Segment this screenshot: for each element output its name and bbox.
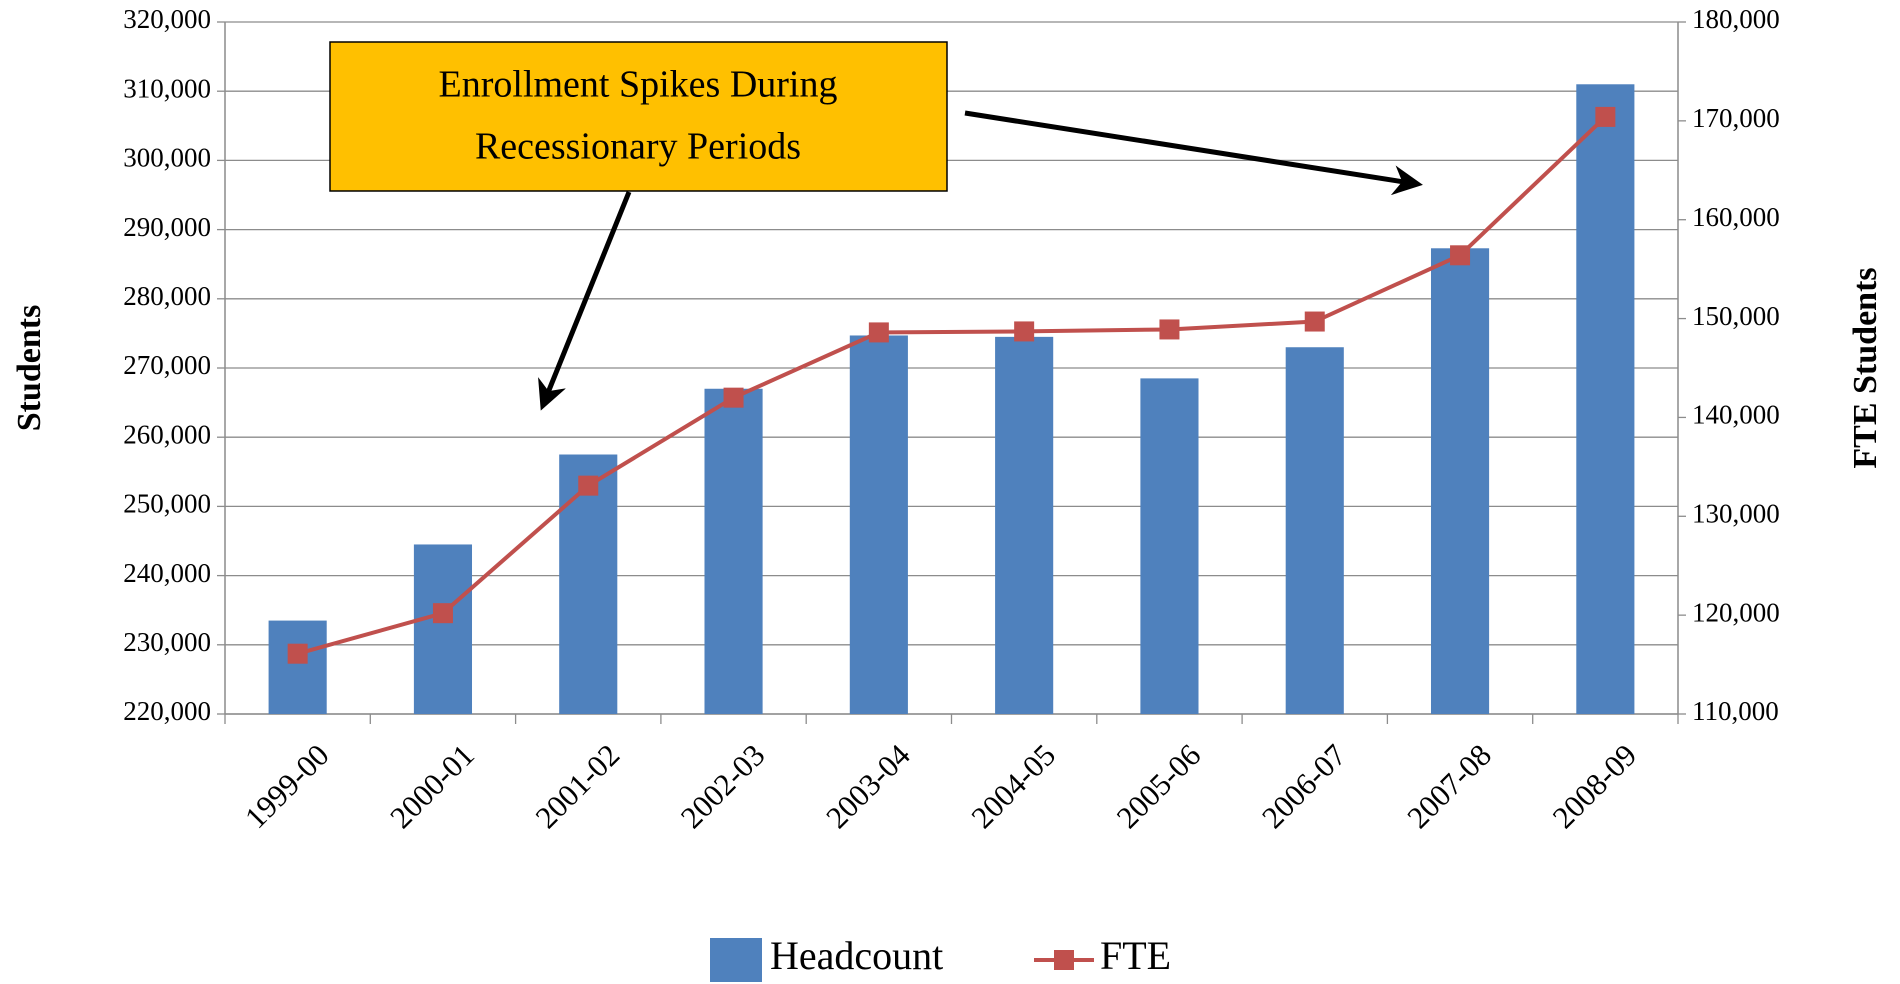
legend-swatch [710, 938, 762, 982]
marker [868, 322, 889, 343]
y2-tick-label: 130,000 [1692, 498, 1780, 528]
bar [849, 335, 908, 714]
x-tick-label: 1999-00 [238, 737, 336, 835]
x-tick-label: 2004-05 [964, 737, 1062, 835]
y2-tick-label: 140,000 [1692, 400, 1780, 430]
y-tick-label: 260,000 [123, 419, 211, 449]
x-tick-label: 2003-04 [819, 737, 917, 835]
legend-label: FTE [1100, 933, 1171, 978]
marker [1304, 311, 1325, 332]
y2-tick-label: 180,000 [1692, 4, 1780, 34]
y-tick-label: 290,000 [123, 212, 211, 242]
legend-swatch [1054, 950, 1074, 970]
annotation: Recessionary Periods [475, 126, 801, 168]
y-axis-title: Students [11, 305, 48, 432]
y2-tick-label: 110,000 [1692, 696, 1779, 726]
marker [578, 475, 599, 496]
x-tick-label: 2008-09 [1546, 737, 1644, 835]
x-tick-label: 2000-01 [383, 737, 481, 835]
y-tick-label: 230,000 [123, 627, 211, 657]
y2-tick-label: 150,000 [1692, 301, 1780, 331]
bar [1430, 248, 1490, 714]
marker [1014, 321, 1035, 342]
line [297, 115, 1607, 656]
marker [432, 603, 453, 624]
bar [268, 620, 327, 714]
y-tick-label: 240,000 [123, 558, 211, 588]
bar [1285, 347, 1344, 714]
x-tick-label: 2005-06 [1110, 737, 1208, 835]
y-tick-label: 310,000 [123, 73, 211, 103]
marker [1159, 319, 1180, 340]
x-tick-label: 2002-03 [674, 737, 772, 835]
marker [287, 643, 308, 664]
y-tick-label: 250,000 [123, 489, 211, 519]
y-tick-label: 220,000 [123, 696, 211, 726]
marks [268, 84, 1635, 714]
y2-tick-label: 170,000 [1692, 103, 1780, 133]
marker [723, 387, 744, 408]
bar [559, 454, 618, 714]
annotation: Enrollment Spikes During [439, 64, 838, 106]
annotation-box [329, 41, 948, 192]
bar [1140, 378, 1199, 714]
y2-tick-label: 120,000 [1692, 597, 1780, 627]
y-tick-label: 280,000 [123, 281, 211, 311]
arrow [538, 191, 632, 411]
bar [1576, 84, 1635, 714]
x-tick-label: 2007-08 [1400, 737, 1498, 835]
bar [413, 544, 473, 714]
marker [1595, 106, 1616, 127]
legend-label: Headcount [770, 933, 943, 978]
marker [1450, 245, 1471, 266]
x-tick-label: 2001-02 [528, 737, 626, 835]
y2-tick-label: 160,000 [1692, 202, 1780, 232]
y-tick-label: 300,000 [123, 143, 211, 173]
y-tick-label: 270,000 [123, 350, 211, 380]
x-tick-label: 2006-07 [1255, 737, 1353, 835]
y2-axis-title: FTE Students [1847, 267, 1884, 468]
arrow [964, 110, 1423, 196]
y-tick-label: 320,000 [123, 4, 211, 34]
bar [704, 388, 763, 714]
bar [995, 336, 1054, 714]
